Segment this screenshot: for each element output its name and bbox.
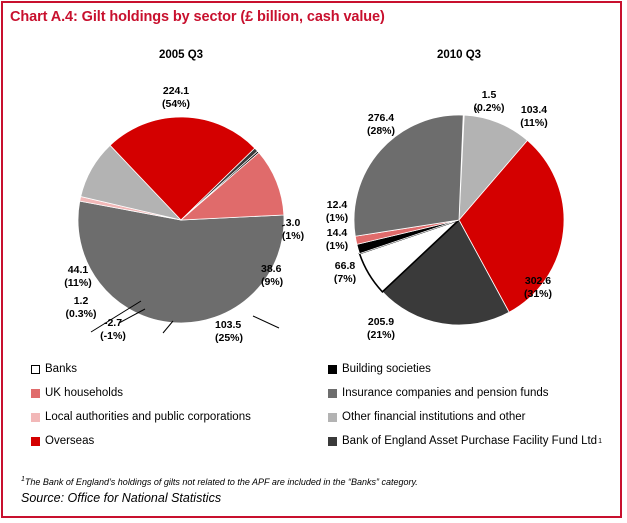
slice-labels: 224.1 (54%) 3.0 (1%) 38.6 (9%) 103.5 (25%) -2.7(… (64, 85, 552, 344)
pie-slice-insurance-companies-and-pension-funds (353, 114, 464, 237)
data-label: 44.1 (11%) (64, 264, 91, 289)
pie-slice-uk-households (179, 152, 285, 221)
chart-frame: Chart A.4: Gilt holdings by sector (£ bi… (1, 1, 622, 518)
pie-title-2005: 2005 Q3 (159, 49, 203, 61)
data-label: 3.0 (1%) (282, 217, 304, 242)
source-note: Source: Office for National Statistics (21, 491, 222, 505)
pie-title-2010: 2010 Q3 (437, 49, 481, 61)
data-label: 1.2 (0.3%) (66, 295, 97, 320)
data-label: 38.6 (9%) (261, 263, 283, 288)
leader-lines (90, 106, 480, 334)
pie-2010 (353, 114, 565, 326)
data-label: 103.5 (25%) (215, 319, 243, 344)
leader-line (252, 315, 280, 329)
leader-line (118, 308, 146, 324)
data-label: 276.4 (28%) (367, 112, 395, 137)
data-label: 14.4 (1%) (326, 227, 348, 252)
data-label: 66.8 (7%) (334, 260, 356, 285)
pie-slice-overseas (109, 116, 256, 221)
leader-line (90, 300, 142, 333)
data-label: 103.4 (11%) (520, 104, 547, 129)
pie-slice-bank-of-england-asset-purchase-facility-fund-ltd (381, 219, 510, 326)
data-label: 1.5 (0.2%) (474, 89, 505, 114)
pie-2005 (77, 116, 285, 324)
data-label: 224.1 (54%) (162, 85, 190, 110)
pie-charts: 2005 Q3 2010 Q3 224.1 (54%) 3.0 (1%) 38.6 (9%… (64, 49, 565, 344)
pie-slice-other-financial-institutions-and-other (458, 114, 529, 222)
footnote: 1The Bank of England’s holdings of gilts… (21, 476, 418, 487)
pie-slice-insurance-companies-and-pension-funds (77, 200, 285, 324)
leader-line (281, 224, 286, 227)
data-label: 205.9 (21%) (367, 316, 395, 341)
data-label: 12.4 (1%) (326, 199, 348, 224)
leader-line (162, 320, 174, 334)
pie-slice-overseas (458, 139, 565, 313)
chart-title: Chart A.4: Gilt holdings by sector (£ bi… (10, 9, 385, 25)
data-label: -2.7 (-1%) (100, 317, 126, 342)
leader-line (474, 106, 480, 114)
data-label: 302.6 (31%) (524, 275, 552, 300)
